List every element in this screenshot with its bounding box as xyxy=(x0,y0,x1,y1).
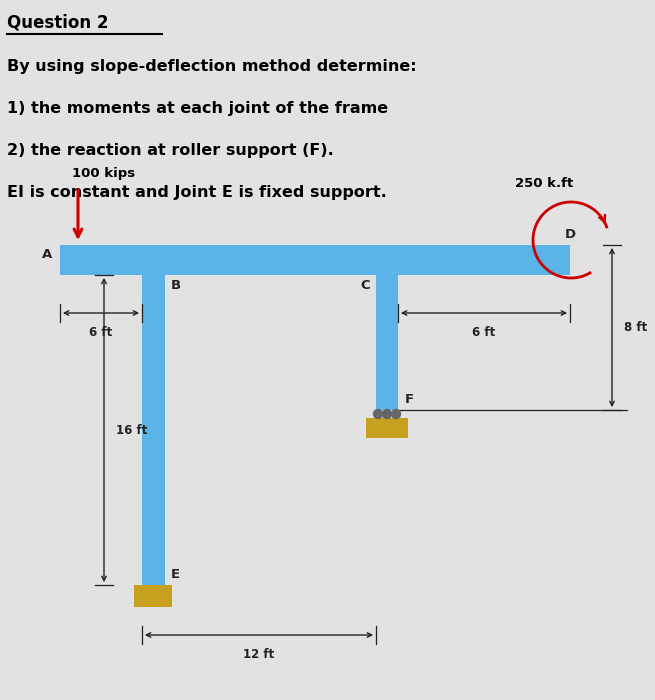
Circle shape xyxy=(383,410,392,419)
Bar xyxy=(366,418,408,438)
Bar xyxy=(376,275,398,410)
Text: 2) the reaction at roller support (F).: 2) the reaction at roller support (F). xyxy=(7,143,334,158)
Text: D: D xyxy=(565,228,576,241)
Text: E: E xyxy=(171,568,180,581)
Text: F: F xyxy=(405,393,414,406)
Text: 250 k.ft: 250 k.ft xyxy=(515,177,573,190)
Text: 8 ft: 8 ft xyxy=(624,321,647,334)
Text: 6 ft: 6 ft xyxy=(472,326,496,339)
Text: By using slope-deflection method determine:: By using slope-deflection method determi… xyxy=(7,59,417,74)
Text: 12 ft: 12 ft xyxy=(244,648,274,661)
Text: 1) the moments at each joint of the frame: 1) the moments at each joint of the fram… xyxy=(7,101,388,116)
Bar xyxy=(60,245,570,275)
Text: EI is constant and Joint E is fixed support.: EI is constant and Joint E is fixed supp… xyxy=(7,185,386,200)
Text: 16 ft: 16 ft xyxy=(116,424,147,437)
Text: Question 2: Question 2 xyxy=(7,13,109,32)
Circle shape xyxy=(373,410,383,419)
Text: C: C xyxy=(360,279,370,292)
Bar xyxy=(142,275,165,585)
Text: B: B xyxy=(171,279,181,292)
Text: 6 ft: 6 ft xyxy=(89,326,113,339)
Text: A: A xyxy=(42,248,52,261)
Text: 100 kips: 100 kips xyxy=(72,167,135,180)
Bar xyxy=(134,585,172,607)
Circle shape xyxy=(392,410,400,419)
